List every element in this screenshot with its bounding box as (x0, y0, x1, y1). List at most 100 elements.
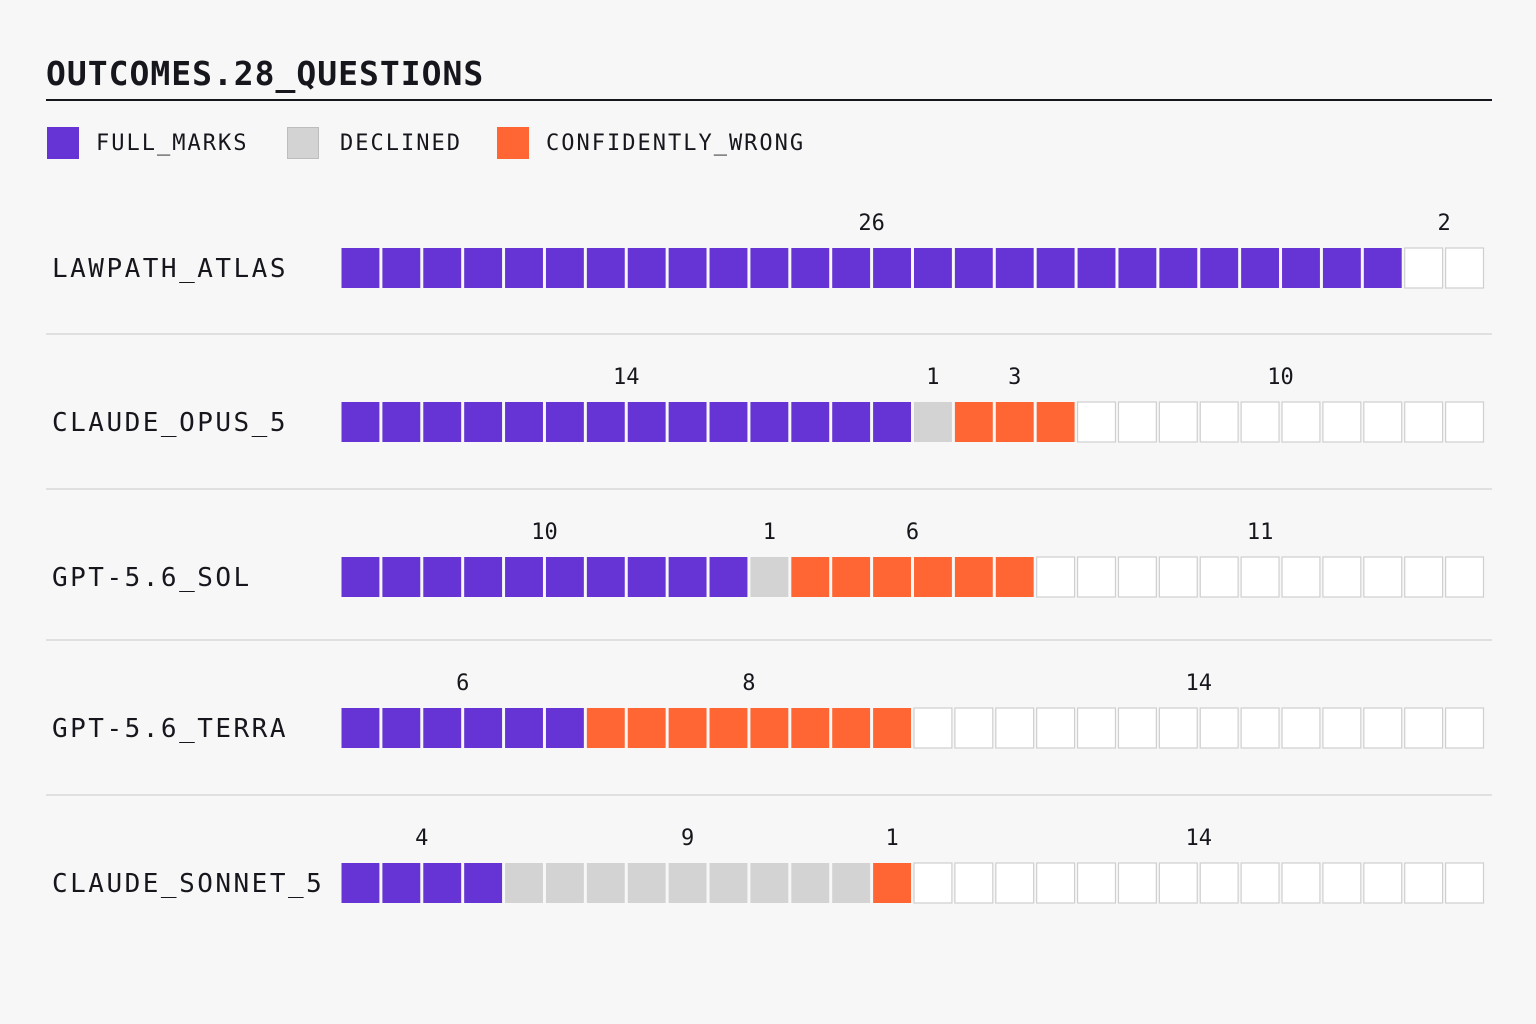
unit-square-remainder (1036, 556, 1076, 598)
unit-square-declined (668, 863, 707, 903)
unit-square-full-marks (586, 402, 625, 442)
unit-square-remainder (1158, 707, 1198, 749)
unit-square-full-marks (341, 557, 380, 597)
unit-square-confidently-wrong (709, 708, 748, 748)
unit-square-confidently-wrong (995, 557, 1034, 597)
count-label-full-marks: 26 (858, 211, 885, 236)
unit-square-remainder (1158, 862, 1198, 904)
unit-square-remainder (1036, 707, 1076, 749)
unit-square-remainder (1322, 707, 1362, 749)
unit-square-confidently-wrong (873, 863, 911, 903)
unit-square-full-marks (873, 402, 911, 442)
unit-square-full-marks (627, 248, 666, 288)
unit-square-full-marks (1077, 248, 1116, 288)
unit-square-declined (750, 863, 789, 903)
unit-square-confidently-wrong (750, 708, 789, 748)
unit-square-declined (586, 863, 625, 903)
count-label-full-marks: 10 (531, 520, 558, 545)
unit-square-remainder (1404, 707, 1444, 749)
unit-square-remainder (1445, 707, 1485, 749)
unit-square-full-marks (382, 248, 421, 288)
unit-square-declined (750, 557, 789, 597)
unit-square-full-marks (995, 248, 1034, 288)
unit-square-remainder (995, 707, 1035, 749)
unit-square-full-marks (464, 248, 503, 288)
legend-swatch-confidently-wrong (497, 127, 529, 159)
unit-square-full-marks (545, 708, 584, 748)
unit-square-remainder (1404, 862, 1444, 904)
unit-square-confidently-wrong (791, 708, 830, 748)
unit-square-remainder (1404, 401, 1444, 443)
unit-square-full-marks (1322, 248, 1361, 288)
unit-square-full-marks (464, 402, 503, 442)
unit-square-full-marks (505, 708, 543, 748)
unit-square-remainder (1363, 862, 1403, 904)
unit-square-remainder (1199, 556, 1239, 598)
unit-square-remainder (1363, 556, 1403, 598)
unit-square-full-marks (382, 863, 421, 903)
unit-square-full-marks (464, 557, 503, 597)
count-label-remainder: 14 (1186, 671, 1213, 696)
unit-square-full-marks (627, 557, 666, 597)
unit-square-remainder (1158, 401, 1198, 443)
count-label-declined: 9 (681, 826, 694, 851)
unit-square-full-marks (709, 557, 748, 597)
unit-square-full-marks (505, 248, 543, 288)
unit-square-remainder (1117, 707, 1157, 749)
unit-square-full-marks (709, 248, 748, 288)
unit-square-confidently-wrong (954, 557, 993, 597)
unit-square-remainder (1199, 707, 1239, 749)
unit-square-remainder (913, 707, 953, 749)
unit-square-remainder (1445, 556, 1485, 598)
legend-swatch-declined (287, 127, 319, 159)
title-rule (46, 99, 1492, 101)
unit-square-full-marks (914, 248, 952, 288)
unit-square-remainder (1322, 556, 1362, 598)
unit-square-confidently-wrong (873, 708, 911, 748)
unit-square-remainder (1076, 862, 1117, 904)
unit-square-remainder (1076, 707, 1117, 749)
unit-square-full-marks (1282, 248, 1320, 288)
unit-square-full-marks (382, 557, 421, 597)
unit-square-full-marks (832, 402, 871, 442)
unit-square-confidently-wrong (627, 708, 666, 748)
row-label-gpt-5-6-sol: GPT-5.6_SOL (52, 563, 252, 593)
unit-square-remainder (1281, 556, 1321, 598)
unit-square-remainder (1076, 556, 1117, 598)
count-label-remainder: 14 (1186, 826, 1213, 851)
unit-square-remainder (1322, 862, 1362, 904)
unit-square-declined (914, 402, 952, 442)
unit-square-full-marks (832, 248, 871, 288)
unit-square-full-marks (791, 248, 830, 288)
unit-square-full-marks (423, 557, 462, 597)
unit-square-full-marks (1363, 248, 1402, 288)
unit-square-full-marks (341, 248, 380, 288)
unit-square-confidently-wrong (873, 557, 911, 597)
unit-square-remainder (1281, 862, 1321, 904)
unit-square-remainder (1363, 401, 1403, 443)
count-label-confidently-wrong: 3 (1008, 365, 1021, 390)
unit-square-remainder (1445, 862, 1485, 904)
unit-square-full-marks (750, 248, 789, 288)
unit-square-remainder (995, 862, 1035, 904)
unit-square-remainder (1281, 707, 1321, 749)
unit-square-full-marks (545, 557, 584, 597)
unit-square-remainder (1076, 401, 1117, 443)
unit-square-confidently-wrong (954, 402, 993, 442)
unit-square-remainder (1240, 556, 1280, 598)
unit-square-remainder (1404, 556, 1444, 598)
unit-square-confidently-wrong (791, 557, 830, 597)
row-label-claude-opus-5: CLAUDE_OPUS_5 (52, 408, 288, 438)
unit-square-full-marks (341, 708, 380, 748)
unit-square-full-marks (1200, 248, 1239, 288)
unit-square-remainder (1240, 862, 1280, 904)
unit-square-full-marks (423, 248, 462, 288)
count-label-confidently-wrong: 8 (742, 671, 755, 696)
unit-square-declined (627, 863, 666, 903)
chart-title: OUTCOMES.28_QUESTIONS (46, 54, 485, 93)
unit-square-confidently-wrong (668, 708, 707, 748)
unit-square-full-marks (668, 248, 707, 288)
count-label-full-marks: 6 (456, 671, 469, 696)
unit-square-remainder (1281, 401, 1321, 443)
